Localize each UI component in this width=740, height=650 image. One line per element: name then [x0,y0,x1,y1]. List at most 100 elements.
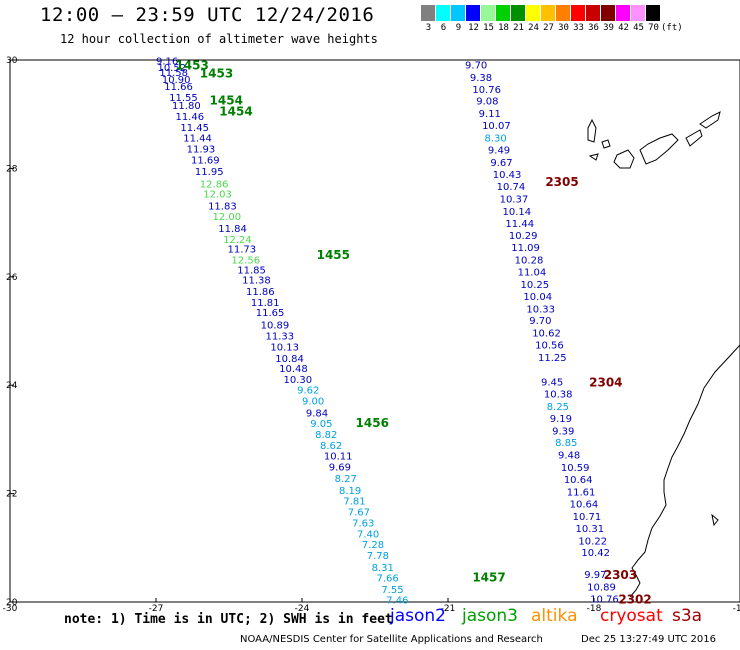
x-tick-label: -18 [587,604,602,614]
wave-height-value: 11.25 [538,353,567,364]
wave-height-value: 8.82 [315,430,337,441]
wave-height-value: 10.48 [279,364,308,375]
x-tick-label: -24 [295,604,310,614]
wave-height-value: 10.76 [472,85,501,96]
y-tick-label: 22 [6,490,17,500]
x-tick-label: -27 [149,604,164,614]
wave-height-value: 11.09 [511,243,540,254]
legend-swatch [421,5,436,21]
pass-number-label: 2304 [589,375,622,389]
wave-height-value: 10.64 [564,475,593,486]
legend-unit: (ft) [661,23,683,33]
wave-height-value: 10.33 [526,304,555,315]
legend-label: 36 [588,23,599,33]
africa-coastline [629,344,740,598]
wave-height-value: 11.86 [246,287,275,298]
wave-height-value: 11.61 [567,488,596,499]
wave-height-value: 10.11 [324,452,353,463]
wave-height-value: 10.38 [544,389,573,400]
wave-height-value: 12.24 [223,235,252,246]
wave-height-value: 9.19 [550,414,572,425]
legend-label: 12 [468,23,479,33]
wave-height-value: 9.05 [310,419,332,430]
pass-number-label: 2303 [604,568,637,582]
pass-number-label: 2305 [545,175,578,189]
wave-height-value: 9.49 [488,146,510,157]
pass-number-label: 1455 [317,248,350,262]
wave-height-value: 12.03 [203,189,232,200]
wave-height-value: 10.25 [521,280,550,291]
legend-label: 3 [425,23,432,33]
wave-height-value: 10.89 [261,321,290,332]
wave-height-value: 11.04 [518,267,547,278]
y-tick-label: 30 [6,56,18,66]
tenerife-island [639,133,679,165]
wave-height-value: 11.33 [266,331,295,342]
legend-swatch [451,5,466,21]
plot-frame [9,59,740,603]
credit-line: NOAA/NESDIS Center for Satellite Applica… [240,634,543,645]
wave-height-value: 8.62 [320,441,342,452]
wave-height-value: 10.59 [561,463,590,474]
legend-label: 15 [483,23,494,33]
wave-height-value: 11.83 [208,201,237,212]
wave-height-value: 11.45 [180,123,209,134]
wave-height-value: 7.40 [357,529,379,540]
wave-height-value: 9.08 [476,97,498,108]
wave-height-value: 8.85 [555,438,577,449]
wave-height-value: 11.84 [218,224,247,235]
legend-swatch [616,5,631,21]
wave-height-value: 9.39 [552,426,574,437]
wave-height-value: 10.74 [497,182,526,193]
wave-height-value: 10.29 [509,231,538,242]
wave-height-value: 10.37 [500,194,529,205]
legend-swatch [496,5,511,21]
wave-height-value: 11.81 [251,298,280,309]
legend-swatch [511,5,526,21]
pass-number-label: 1453 [200,67,233,81]
wave-height-value: 8.27 [335,474,357,485]
wave-height-value: 7.55 [381,585,403,596]
wave-height-value: 7.46 [386,595,408,606]
legend-label: 27 [543,23,554,33]
wave-height-value: 11.95 [195,167,224,178]
pass-number-label: 1454 [219,104,252,118]
footer-note: note: 1) Time is in UTC; 2) SWH is in fe… [64,612,393,627]
wave-height-value: 10.52 [157,63,186,74]
wave-height-value: 7.63 [352,518,374,529]
wave-height-value: 9.84 [306,408,328,419]
legend-label: 24 [528,23,539,33]
wave-height-value: 11.65 [256,308,285,319]
legend-swatch [631,5,646,21]
wave-height-value: 10.14 [503,207,532,218]
wave-height-value: 9.45 [541,377,563,388]
wave-height-value: 11.44 [505,219,534,230]
wave-height-value: 10.42 [581,548,610,559]
legend-swatch [481,5,496,21]
pass-number-label: 1456 [356,416,389,430]
y-tick-label: 24 [6,381,18,391]
wave-height-value: 8.19 [339,486,361,497]
timestamp: Dec 25 13:27:49 UTC 2016 [581,634,716,645]
wave-height-value: 8.31 [372,563,394,574]
wave-height-value: 11.73 [228,245,257,256]
wave-height-value: 10.76 [590,594,619,605]
wave-height-value: 10.31 [576,524,605,535]
legend-swatch [571,5,586,21]
legend-swatch [436,5,451,21]
title: 12:00 – 23:59 UTC 12/24/2016 [40,4,375,26]
wave-height-value: 10.89 [587,582,616,593]
wave-height-value: 10.13 [270,342,299,353]
wave-height-value: 9.70 [465,60,487,71]
wave-height-value: 9.70 [529,316,551,327]
wave-height-value: 10.22 [578,536,607,547]
wave-height-value: 10.90 [162,75,191,86]
wave-height-value: 11.93 [187,144,216,155]
wave-height-value: 12.86 [200,180,229,191]
wave-height-value: 11.55 [169,93,198,104]
legend-label: 39 [603,23,614,33]
wave-height-value: 10.43 [493,170,522,181]
wave-height-value: 11.58 [159,68,188,79]
wave-height-value: 9.97 [584,570,606,581]
